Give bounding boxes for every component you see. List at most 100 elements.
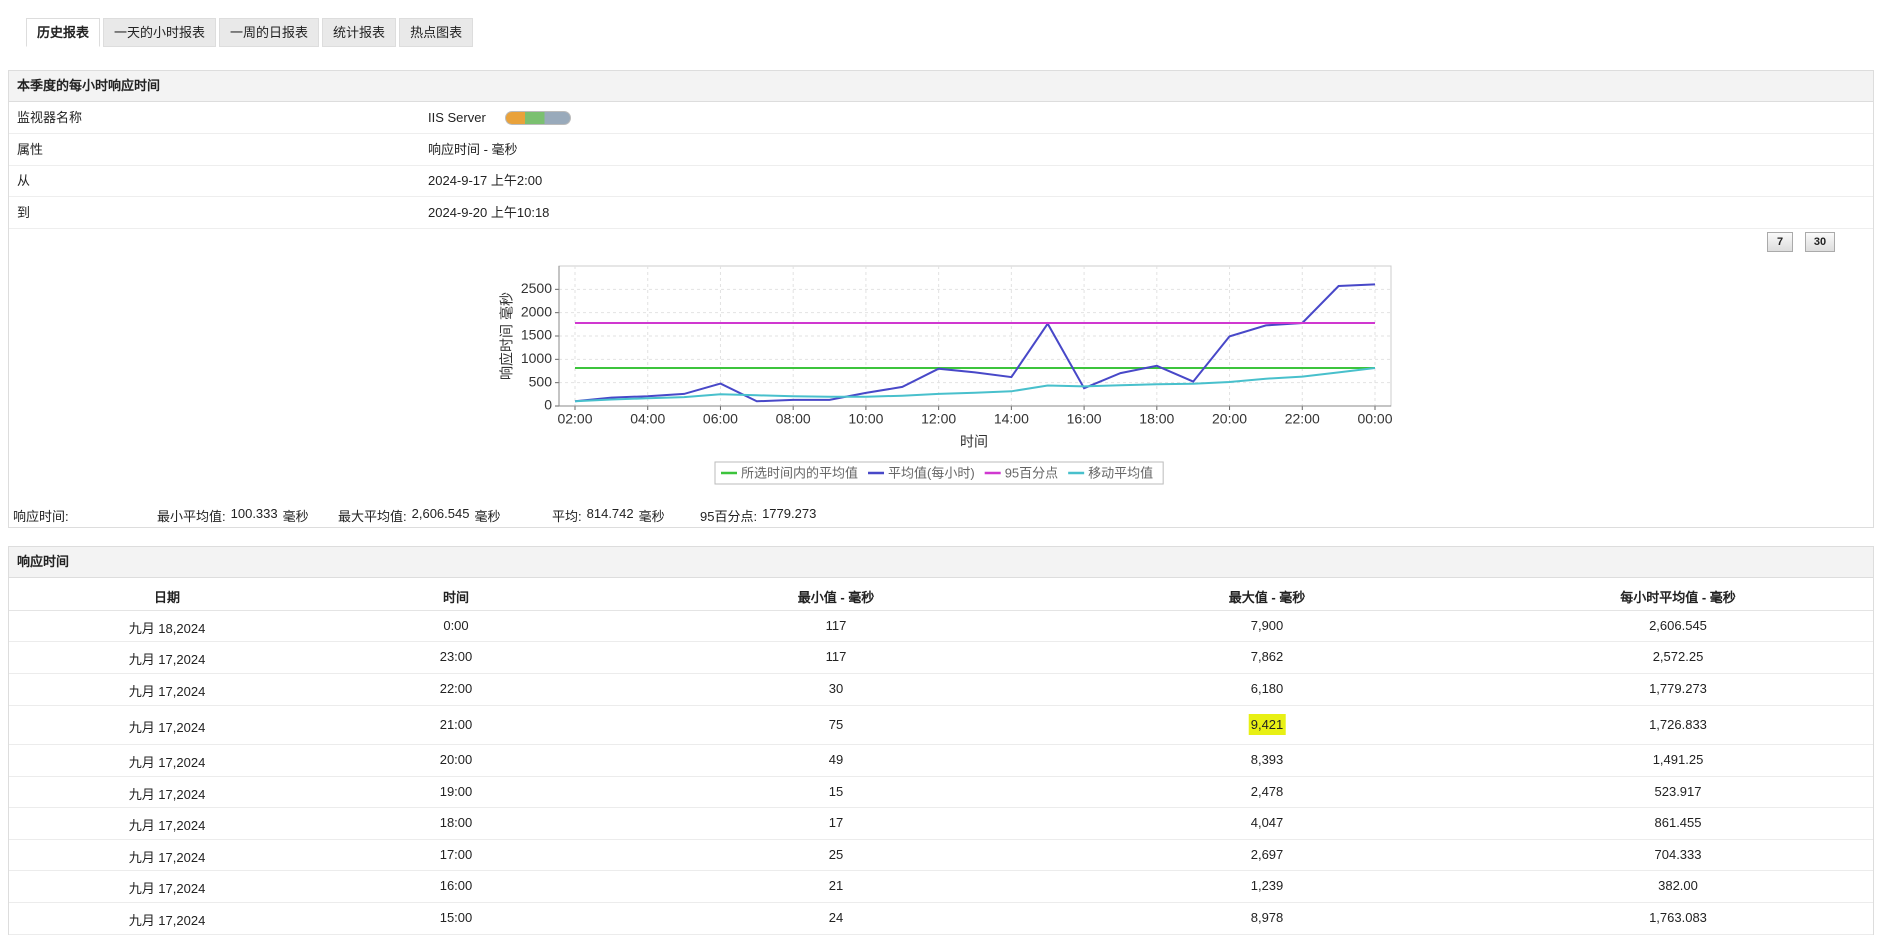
info-label: 监视器名称 — [17, 110, 83, 125]
info-value: 2024-9-17 上午2:00 — [428, 173, 543, 188]
x-tick-label: 18:00 — [1139, 411, 1174, 427]
info-value: 响应时间 - 毫秒 — [428, 141, 518, 157]
table-cell: 2,697 — [1250, 846, 1284, 862]
y-tick-label: 500 — [529, 373, 553, 389]
table-cell: 21 — [828, 878, 844, 893]
column-header: 时间 — [442, 590, 470, 605]
row-rule — [9, 870, 1873, 871]
table-cell: 0:00 — [443, 617, 469, 633]
y-tick-label: 1000 — [521, 350, 552, 366]
y-axis-label: 响应时间 毫秒 — [499, 292, 515, 380]
table-cell: 6,180 — [1250, 681, 1284, 696]
legend-label: 95百分点 — [1005, 465, 1058, 480]
report-icons[interactable] — [505, 111, 571, 125]
info-rows: 监视器名称 IIS Server 属性 响应时间 - 毫秒从 2024-9-17 上午2… — [9, 102, 1873, 232]
tab[interactable]: 历史报表 — [26, 18, 101, 47]
info-row: 从 2024-9-17 上午2:00 — [9, 165, 1873, 197]
table-cell: 九月 17,2024 — [128, 881, 206, 896]
row-rule — [9, 744, 1873, 745]
column-header: 最大值 - 毫秒 — [1228, 590, 1306, 605]
info-label: 从 — [17, 173, 31, 188]
table-cell: 382.00 — [1658, 878, 1698, 893]
summary-panel: 本季度的每小时响应时间 监视器名称 IIS Server 属性 响应时间 - 毫秒从 2… — [8, 70, 1874, 528]
table-cell: 23:00 — [439, 649, 473, 664]
stat-name: 95百分点: — [700, 509, 758, 524]
x-tick-label: 12:00 — [921, 411, 956, 427]
x-tick-label: 10:00 — [848, 411, 883, 427]
x-axis-label: 时间 — [960, 434, 988, 450]
table-cell: 九月 17,2024 — [128, 849, 206, 865]
row-rule — [9, 641, 1873, 642]
row-rule — [9, 673, 1873, 674]
table-cell: 九月 17,2024 — [128, 652, 206, 667]
table-cell: 1,763.083 — [1649, 910, 1707, 925]
stat-value: 2,606.545 — [411, 506, 470, 521]
x-tick-label: 14:00 — [994, 411, 1029, 427]
x-tick-label: 02:00 — [557, 411, 592, 427]
stat-value: 100.333 — [230, 506, 278, 521]
period-button[interactable]: 30 — [1805, 232, 1835, 252]
table-cell: 8,393 — [1250, 752, 1284, 767]
table-cell: 704.333 — [1654, 846, 1702, 862]
tab[interactable]: 统计报表 — [322, 18, 397, 47]
table-cell: 九月 17,2024 — [128, 719, 206, 735]
table-cell: 75 — [828, 716, 844, 732]
table-cell: 20:00 — [439, 752, 473, 767]
stats-label: 响应时间: — [13, 509, 69, 524]
panel-title: 本季度的每小时响应时间 — [9, 71, 1873, 102]
table-cell: 15 — [828, 783, 844, 799]
table-cell: 9,421 — [1248, 713, 1286, 735]
row-rule — [9, 776, 1873, 777]
tab[interactable]: 一天的小时报表 — [103, 18, 217, 47]
y-tick-label: 2500 — [521, 280, 552, 296]
table-cell: 16:00 — [439, 878, 473, 893]
table-cell: 九月 17,2024 — [128, 818, 206, 833]
table-cell: 18:00 — [439, 815, 473, 830]
table-cell: 21:00 — [439, 716, 473, 732]
x-tick-label: 20:00 — [1212, 411, 1247, 427]
table-cell: 7,862 — [1250, 649, 1284, 664]
column-header: 每小时平均值 - 毫秒 — [1620, 590, 1736, 605]
table-cell: 九月 17,2024 — [128, 755, 206, 770]
table-panel: 响应时间 — [8, 546, 1874, 935]
stat-name: 平均: — [552, 509, 582, 524]
tab[interactable]: 热点图表 — [399, 18, 474, 47]
row-rule — [9, 705, 1873, 706]
x-tick-label: 08:00 — [776, 411, 811, 427]
table-cell: 15:00 — [439, 910, 473, 925]
x-tick-label: 22:00 — [1285, 411, 1320, 427]
info-value: IIS Server — [428, 110, 486, 125]
info-label: 属性 — [17, 141, 44, 157]
table-cell: 30 — [828, 681, 844, 696]
stat-value: 1779.273 — [762, 506, 817, 521]
info-value: 2024-9-20 上午10:18 — [428, 204, 550, 220]
x-tick-label: 06:00 — [703, 411, 738, 427]
y-tick-label: 0 — [544, 397, 552, 413]
table-cell: 49 — [828, 752, 844, 767]
table-cell: 25 — [828, 846, 844, 862]
stat-unit: 毫秒 — [474, 509, 501, 524]
table-cell: 1,491.25 — [1652, 752, 1704, 767]
table-cell: 17 — [828, 815, 844, 830]
table-cell: 117 — [825, 617, 847, 633]
table-cell: 1,239 — [1250, 878, 1284, 893]
table-cell: 九月 17,2024 — [128, 684, 206, 699]
stat-unit: 毫秒 — [282, 509, 309, 524]
table-cell: 九月 17,2024 — [128, 913, 206, 928]
table-cell: 22:00 — [439, 681, 473, 696]
info-row: 监视器名称 IIS Server — [9, 102, 1873, 134]
x-tick-label: 00:00 — [1357, 411, 1392, 427]
column-header: 日期 — [153, 590, 181, 605]
table-cell: 4,047 — [1250, 815, 1284, 830]
chart: 时间 响应时间 毫秒 0 500 1000 1500 2000 2500 02:00 04:0… — [499, 265, 1393, 485]
table-cell: 17:00 — [439, 846, 473, 862]
table-cell: 8,978 — [1250, 910, 1284, 925]
table-cell: 24 — [828, 910, 844, 925]
y-tick-label: 2000 — [521, 303, 552, 319]
tab[interactable]: 一周的日报表 — [219, 18, 320, 47]
table-cell: 2,606.545 — [1649, 617, 1707, 633]
legend-label: 所选时间内的平均值 — [741, 465, 858, 480]
stat-name: 最小平均值: — [157, 509, 226, 524]
row-rule — [9, 902, 1873, 903]
period-button[interactable]: 7 — [1767, 232, 1793, 252]
